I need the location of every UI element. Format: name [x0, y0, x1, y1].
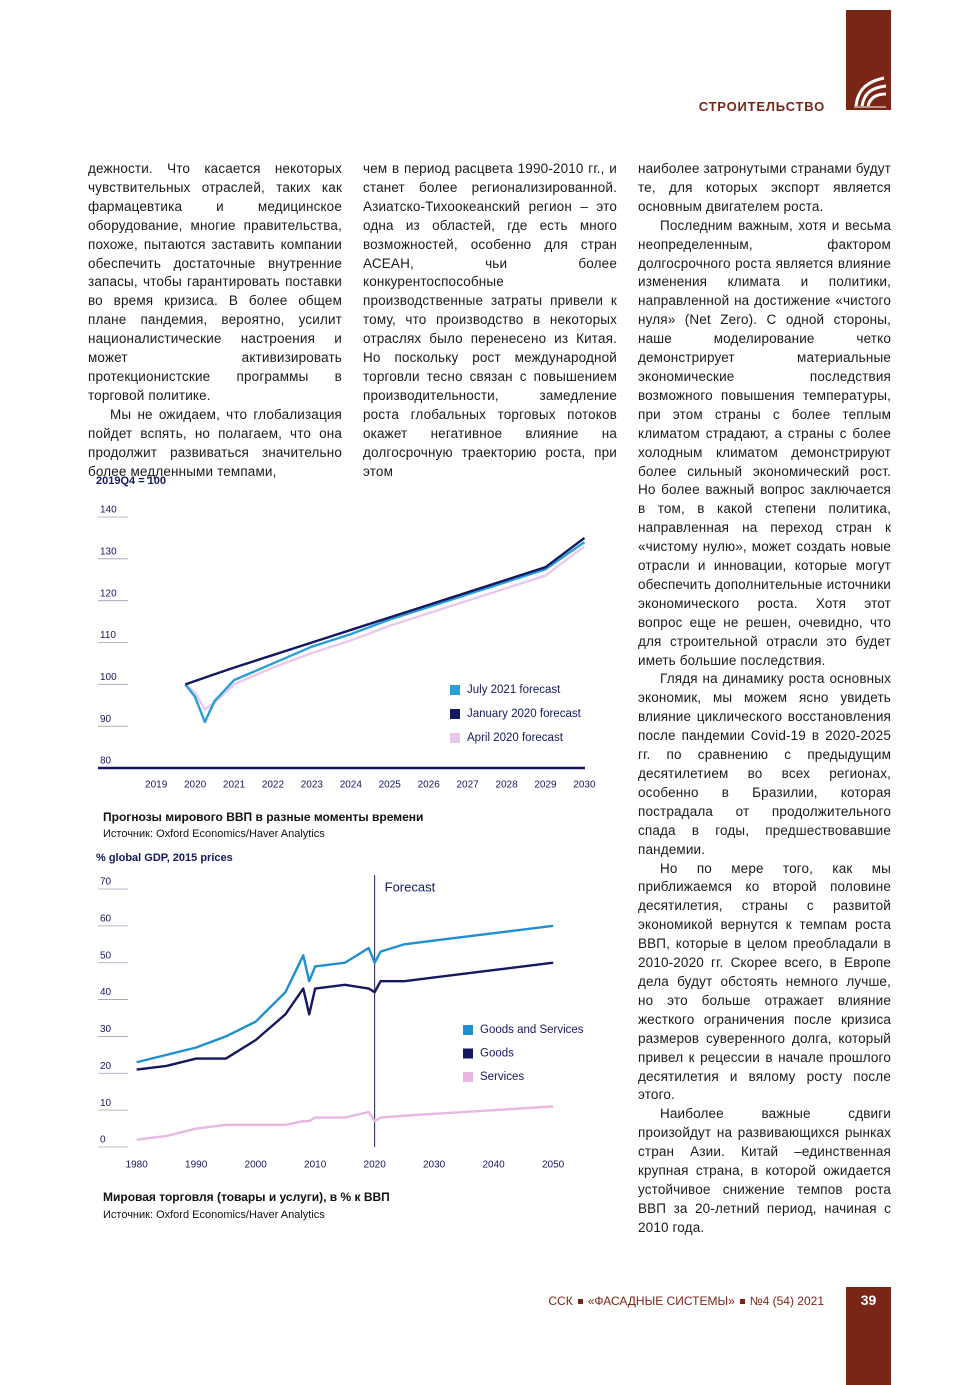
y-tick-label: 40 — [100, 987, 112, 998]
x-tick-label: 2030 — [423, 1160, 446, 1171]
x-tick-label: 1980 — [126, 1160, 149, 1171]
legend-swatch — [450, 709, 460, 719]
x-tick-label: 2022 — [262, 780, 285, 791]
x-tick-label: 2019 — [145, 780, 168, 791]
x-tick-label: 2023 — [301, 780, 324, 791]
paragraph: Но по мере того, как мы приближаемся ко … — [638, 860, 891, 1103]
series-line — [184, 541, 586, 724]
footer: ССК «ФАСАДНЫЕ СИСТЕМЫ» №4 (54) 2021 — [548, 1294, 824, 1308]
text-column: наиболее затронутыми странами будут те, … — [638, 160, 891, 1238]
paragraph: Глядя на динамику роста основных экономи… — [638, 671, 891, 857]
x-tick-label: 2000 — [245, 1160, 268, 1171]
legend-swatch — [450, 685, 460, 695]
x-tick-label: 2029 — [534, 780, 557, 791]
legend-label: Goods and Services — [480, 1024, 584, 1036]
chart-caption: Прогнозы мирового ВВП в разные моменты в… — [103, 810, 423, 824]
y-tick-label: 10 — [100, 1098, 112, 1109]
y-tick-label: 70 — [100, 877, 112, 888]
x-tick-label: 2027 — [456, 780, 479, 791]
paragraph: Мы не ожидаем, что глобализация пойдет в… — [88, 406, 342, 479]
series-line — [184, 536, 586, 686]
y-tick-label: 130 — [100, 546, 117, 557]
paragraph: чем в период расцвета 1990-2010 гг., и с… — [363, 161, 617, 479]
series-line — [184, 545, 586, 711]
chart-source: Источник: Oxford Economics/Haver Analyti… — [103, 1209, 325, 1221]
x-tick-label: 1990 — [185, 1160, 208, 1171]
journal: ССК — [548, 1294, 573, 1308]
x-tick-label: 2025 — [379, 780, 402, 791]
legend-label: Services — [480, 1071, 524, 1083]
unit-label: % global GDP, 2015 prices — [96, 852, 233, 864]
paragraph: наиболее затронутыми странами будут те, … — [638, 161, 891, 214]
annotation: Forecast — [385, 879, 436, 894]
chart-source: Источник: Oxford Economics/Haver Analyti… — [103, 828, 325, 840]
x-tick-label: 2040 — [483, 1160, 506, 1171]
series-line — [136, 924, 554, 1064]
x-tick-label: 2028 — [495, 780, 518, 791]
y-tick-label: 30 — [100, 1024, 112, 1035]
page-number: 39 — [860, 1292, 877, 1308]
text-column: дежности. Что касается некоторых чувстви… — [88, 160, 342, 481]
legend-label: Goods — [480, 1048, 514, 1060]
y-tick-label: 60 — [100, 913, 112, 924]
x-tick-label: 2010 — [304, 1160, 327, 1171]
legend-label: July 2021 forecast — [467, 684, 561, 696]
y-tick-label: 50 — [100, 950, 112, 961]
y-tick-label: 20 — [100, 1061, 112, 1072]
legend-label: April 2020 forecast — [467, 732, 564, 744]
x-tick-label: 2030 — [573, 780, 596, 791]
y-tick-label: 110 — [100, 630, 116, 641]
y-tick-label: 120 — [100, 588, 117, 599]
y-tick-label: 90 — [100, 714, 112, 725]
legend-swatch — [463, 1025, 473, 1035]
y-tick-label: 100 — [100, 672, 117, 683]
x-tick-label: 2024 — [340, 780, 363, 791]
x-tick-label: 2026 — [418, 780, 441, 791]
paragraph: дежности. Что касается некоторых чувстви… — [88, 161, 342, 403]
section-title: СТРОИТЕЛЬСТВО — [698, 99, 825, 114]
unit-label: 2019Q4 = 100 — [96, 475, 166, 487]
x-tick-label: 2021 — [223, 780, 246, 791]
text-column: чем в период расцвета 1990-2010 гг., и с… — [363, 160, 617, 481]
chart-caption: Мировая торговля (товары и услуги), в % … — [103, 1190, 390, 1204]
legend-swatch — [463, 1072, 473, 1082]
x-tick-label: 2050 — [542, 1160, 565, 1171]
x-tick-label: 2020 — [184, 780, 207, 791]
legend-swatch — [463, 1048, 473, 1059]
y-tick-label: 0 — [100, 1135, 106, 1146]
legend-swatch — [450, 733, 460, 743]
page-tab — [846, 1287, 891, 1385]
magazine: «ФАСАДНЫЕ СИСТЕМЫ» — [587, 1294, 735, 1308]
legend-label: January 2020 forecast — [467, 708, 582, 720]
paragraph: Последним важным, хотя и весьма неопреде… — [638, 217, 891, 668]
series-line — [136, 1105, 554, 1141]
issue: №4 (54) 2021 — [749, 1294, 824, 1308]
paragraph: Наиболее важные сдвиги произойдут на раз… — [638, 1106, 891, 1235]
logo — [854, 76, 887, 108]
x-tick-label: 2020 — [364, 1160, 387, 1171]
y-tick-label: 80 — [100, 756, 112, 767]
series-line — [136, 961, 554, 1071]
y-tick-label: 140 — [100, 505, 117, 516]
brand-tab — [846, 10, 891, 110]
